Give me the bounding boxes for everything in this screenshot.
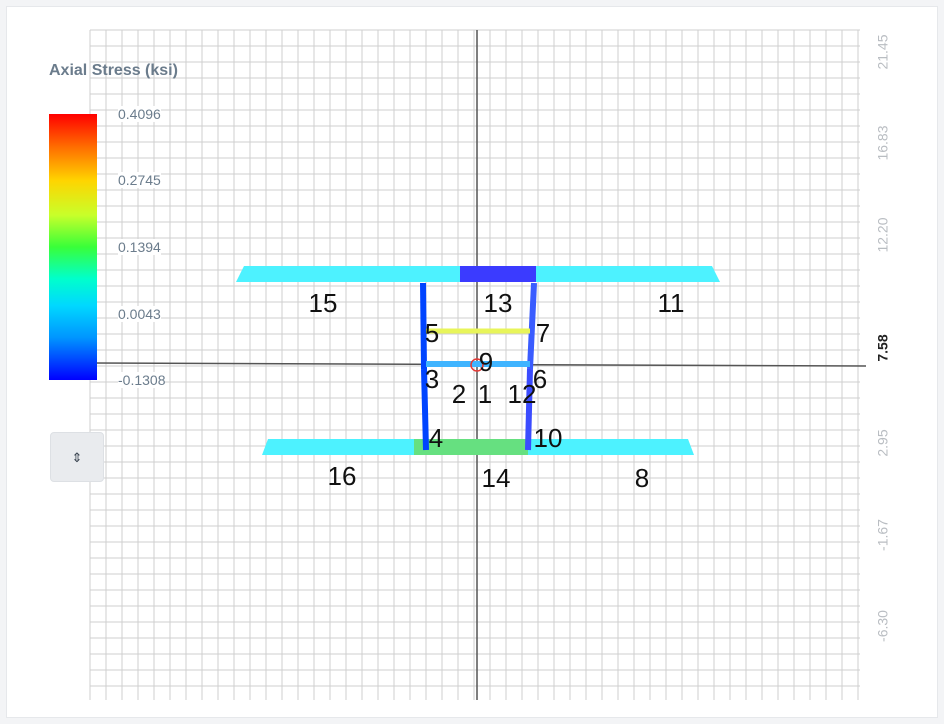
- member-label-16: 16: [328, 461, 357, 491]
- legend-tick-max: 0.4096: [118, 106, 161, 122]
- member-label-5: 5: [425, 318, 439, 348]
- member-label-7: 7: [536, 318, 550, 348]
- member-6[interactable]: [527, 282, 537, 370]
- y-tick-label: 7.58: [875, 334, 891, 361]
- view-toggle-button[interactable]: ⇕: [50, 432, 104, 482]
- member-label-1: 1: [478, 379, 492, 409]
- member-label-13: 13: [484, 288, 513, 318]
- legend-title: Axial Stress (ksi): [49, 62, 178, 79]
- y-tick-label: 2.95: [875, 429, 891, 456]
- member-8[interactable]: [528, 439, 694, 455]
- member-label-2: 2: [452, 379, 466, 409]
- y-tick-label: -6.30: [875, 610, 891, 642]
- legend-tick-min: -0.1308: [118, 372, 166, 388]
- member-label-8: 8: [635, 463, 649, 493]
- member-13[interactable]: [460, 266, 536, 282]
- member-16[interactable]: [262, 439, 414, 455]
- member-label-4: 4: [429, 423, 443, 453]
- member-3[interactable]: [420, 282, 427, 370]
- y-tick-label: 16.83: [875, 125, 891, 160]
- member-label-12: 12: [508, 379, 537, 409]
- y-tick-label: 21.45: [875, 34, 891, 69]
- y-axis-ticks: 21.45 16.83 12.20 7.58 2.95 -1.67 -6.30: [875, 34, 891, 642]
- node-marker[interactable]: [470, 358, 484, 372]
- member-label-6: 6: [533, 364, 547, 394]
- member-label-15: 15: [309, 288, 338, 318]
- y-tick-label: 12.20: [875, 217, 891, 252]
- y-tick-label: -1.67: [875, 519, 891, 551]
- member-14[interactable]: [414, 439, 528, 455]
- legend-tick-3: 0.1394: [118, 239, 161, 255]
- member-label-11: 11: [658, 288, 685, 318]
- member-label-10: 10: [534, 423, 563, 453]
- updown-arrows-icon: ⇕: [71, 449, 83, 465]
- members: [236, 266, 720, 455]
- member-label-14: 14: [482, 463, 511, 493]
- legend-color-bar: [49, 114, 97, 380]
- member-label-3: 3: [425, 364, 439, 394]
- member-4[interactable]: [421, 368, 429, 451]
- legend-tick-2: 0.2745: [118, 172, 161, 188]
- legend-tick-4: 0.0043: [118, 306, 161, 322]
- member-15[interactable]: [236, 266, 460, 282]
- member-11[interactable]: [536, 266, 720, 282]
- member-10[interactable]: [525, 368, 533, 451]
- member-label-9: 9: [479, 347, 493, 377]
